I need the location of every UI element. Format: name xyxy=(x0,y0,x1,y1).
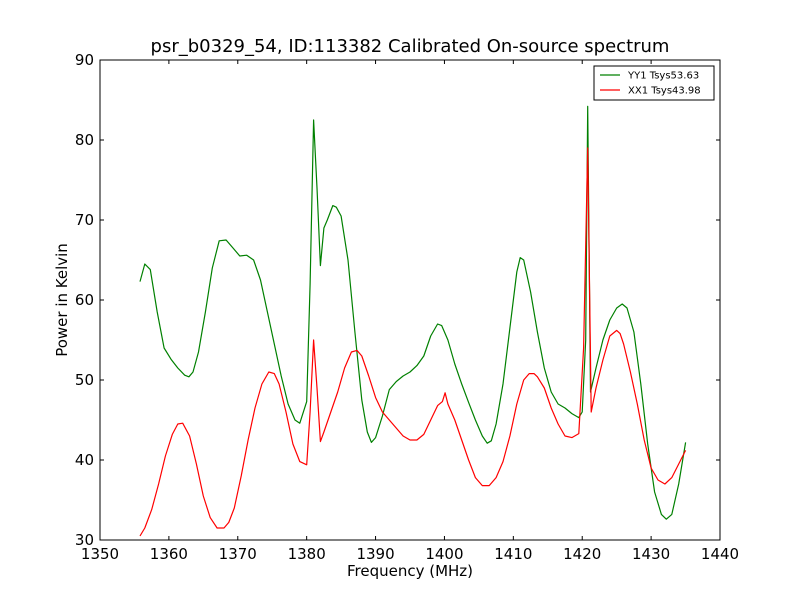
chart-title: psr_b0329_54, ID:113382 Calibrated On-so… xyxy=(151,36,670,57)
x-tick-label: 1430 xyxy=(632,545,670,563)
legend-box xyxy=(593,65,715,101)
x-tick-label: 1370 xyxy=(219,545,257,563)
x-tick-label: 1380 xyxy=(288,545,326,563)
x-tick-label: 1400 xyxy=(425,545,463,563)
y-tick-label: 60 xyxy=(75,291,94,309)
y-tick-label: 80 xyxy=(75,131,94,149)
x-tick-label: 1410 xyxy=(494,545,532,563)
x-tick-label: 1440 xyxy=(701,545,739,563)
y-tick-label: 30 xyxy=(75,531,94,549)
x-tick-label: 1360 xyxy=(150,545,188,563)
y-axis-title: Power in Kelvin xyxy=(53,243,71,357)
legend-label: XX1 Tsys43.98 xyxy=(628,86,701,97)
y-tick-label: 90 xyxy=(75,51,94,69)
y-ticks: 30 40 50 60 70 80 90 xyxy=(75,51,720,549)
y-tick-label: 40 xyxy=(75,451,94,469)
y-tick-label: 70 xyxy=(75,211,94,229)
x-tick-label: 1420 xyxy=(563,545,601,563)
y-tick-label: 50 xyxy=(75,371,94,389)
x-tick-label: 1350 xyxy=(81,545,119,563)
legend: YY1 Tsys53.63 XX1 Tsys43.98 xyxy=(593,65,715,101)
series-line-2 xyxy=(139,147,687,537)
x-ticks: 1350 1360 1370 1380 1390 1400 1410 1420 1430 1440 xyxy=(81,60,739,563)
plot-lines xyxy=(139,105,687,537)
x-axis-title: Frequency (MHz) xyxy=(347,562,473,580)
x-tick-label: 1390 xyxy=(356,545,394,563)
legend-label: YY1 Tsys53.63 xyxy=(627,71,699,82)
